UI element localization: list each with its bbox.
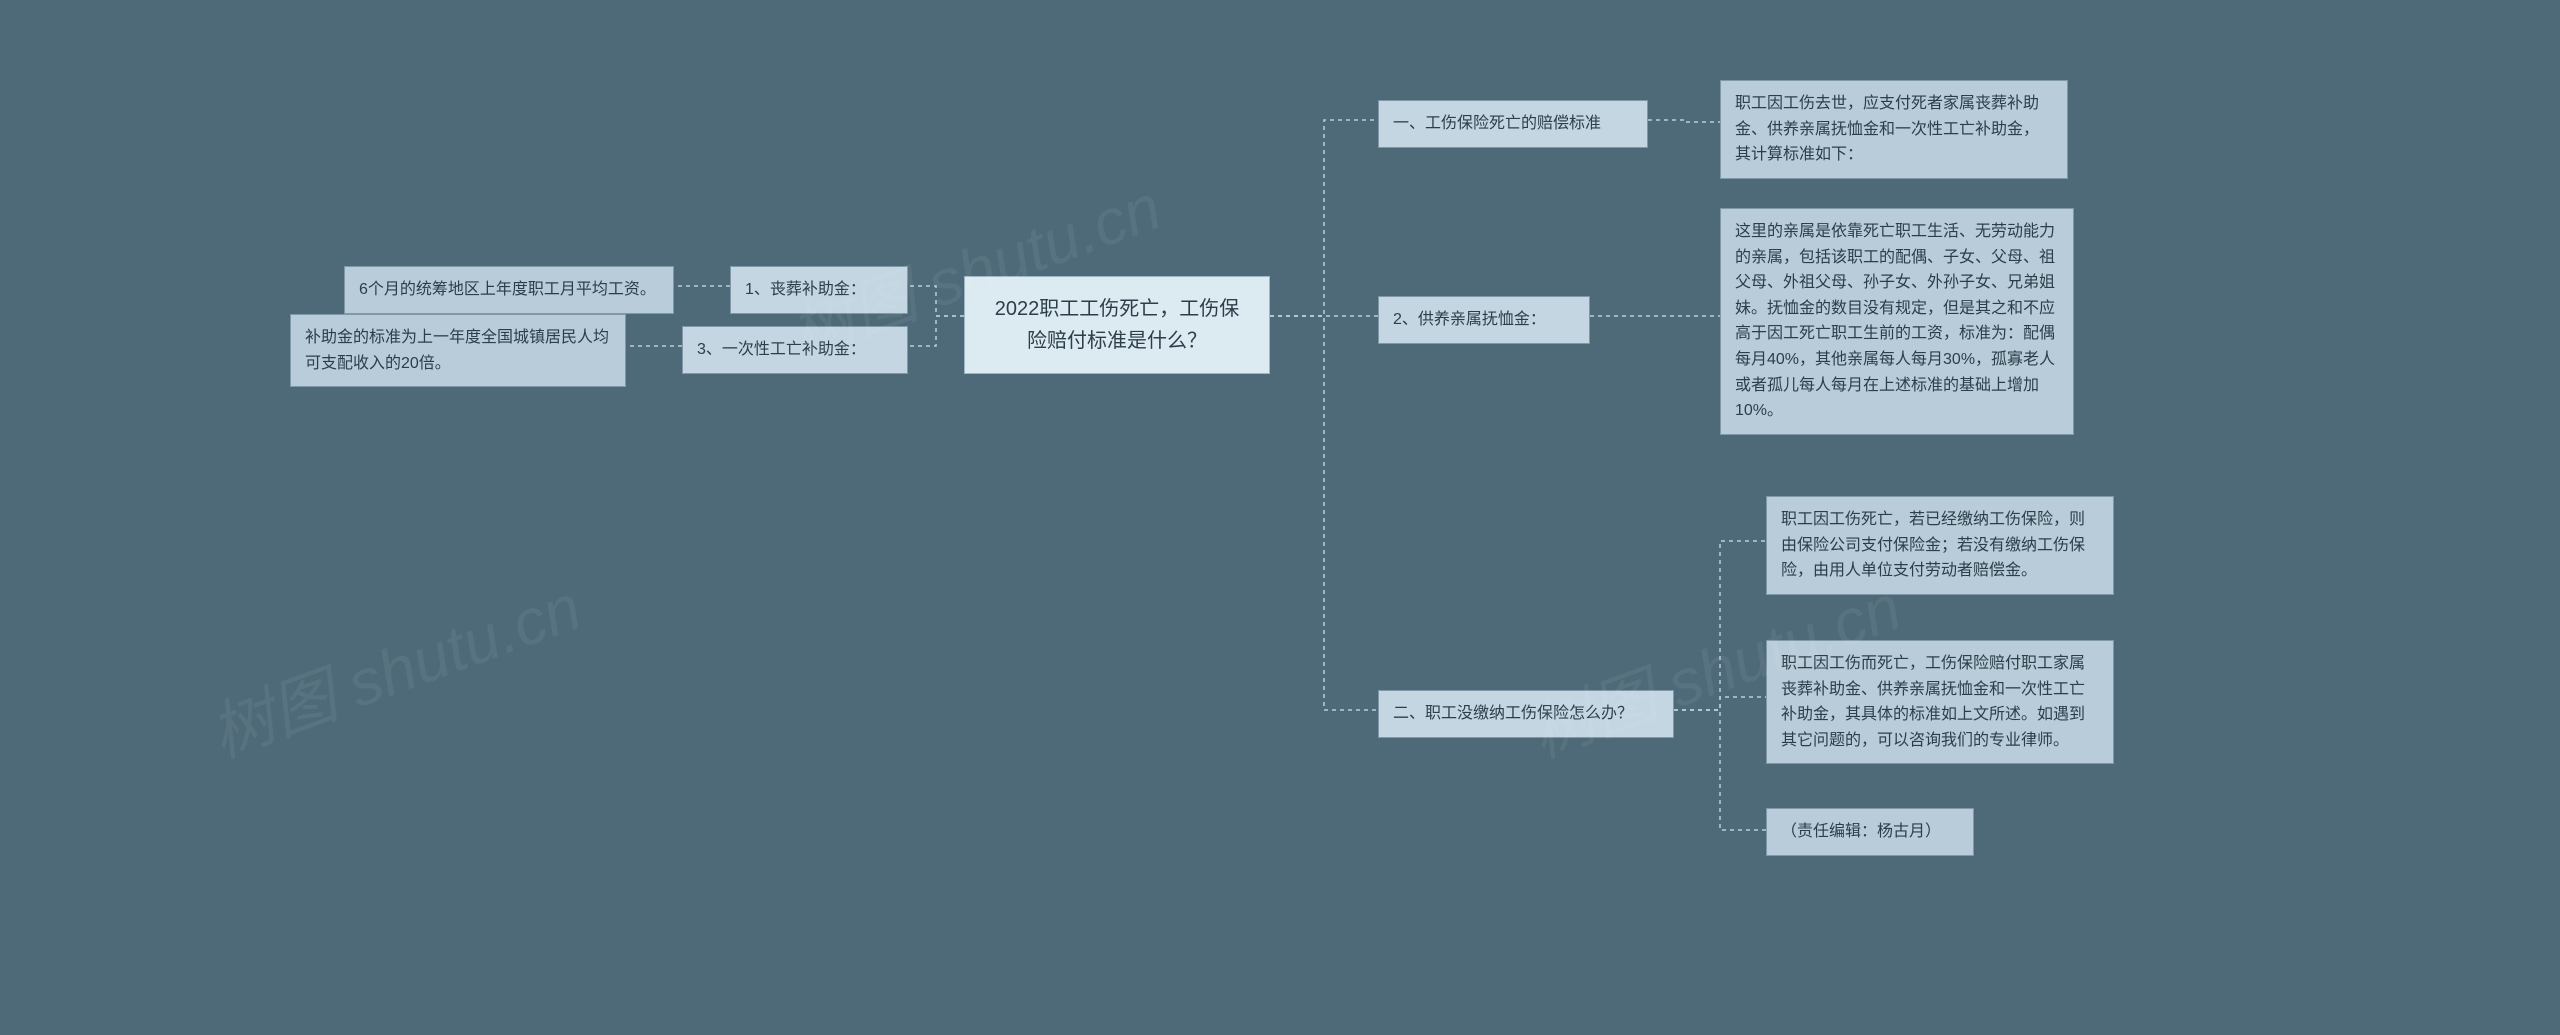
right-branch-2-leaf-1-text: 职工因工伤而死亡，工伤保险赔付职工家属丧葬补助金、供养亲属抚恤金和一次性工亡补助… bbox=[1781, 655, 2085, 749]
right-branch-1-text: 2、供养亲属抚恤金： bbox=[1393, 311, 1546, 328]
left-branch-0-text: 1、丧葬补助金： bbox=[745, 281, 866, 298]
right-branch-1-leaf-0: 这里的亲属是依靠死亡职工生活、无劳动能力的亲属，包括该职工的配偶、子女、父母、祖… bbox=[1720, 208, 2074, 435]
right-branch-0-text: 一、工伤保险死亡的赔偿标准 bbox=[1393, 115, 1601, 132]
left-branch-0-leaf-0: 6个月的统筹地区上年度职工月平均工资。 bbox=[344, 266, 674, 314]
right-branch-2-leaf-0: 职工因工伤死亡，若已经缴纳工伤保险，则由保险公司支付保险金；若没有缴纳工伤保险，… bbox=[1766, 496, 2114, 595]
right-branch-2-leaf-0-text: 职工因工伤死亡，若已经缴纳工伤保险，则由保险公司支付保险金；若没有缴纳工伤保险，… bbox=[1781, 511, 2085, 579]
right-branch-1: 2、供养亲属抚恤金： bbox=[1378, 296, 1590, 344]
mindmap-root: 2022职工工伤死亡，工伤保险赔付标准是什么？ bbox=[964, 276, 1270, 374]
root-text: 2022职工工伤死亡，工伤保险赔付标准是什么？ bbox=[995, 298, 1240, 352]
left-branch-1-leaf-0-text: 补助金的标准为上一年度全国城镇居民人均可支配收入的20倍。 bbox=[305, 329, 609, 372]
right-branch-0-leaf-0-text: 职工因工伤去世，应支付死者家属丧葬补助金、供养亲属抚恤金和一次性工亡补助金，其计… bbox=[1735, 95, 2039, 163]
watermark-0: 树图 shutu.cn bbox=[196, 556, 592, 775]
connector-layer bbox=[0, 0, 2560, 1035]
right-branch-2: 二、职工没缴纳工伤保险怎么办？ bbox=[1378, 690, 1674, 738]
right-branch-0-leaf-0: 职工因工伤去世，应支付死者家属丧葬补助金、供养亲属抚恤金和一次性工亡补助金，其计… bbox=[1720, 80, 2068, 179]
right-branch-2-leaf-2: （责任编辑：杨古月） bbox=[1766, 808, 1974, 856]
right-branch-1-leaf-0-text: 这里的亲属是依靠死亡职工生活、无劳动能力的亲属，包括该职工的配偶、子女、父母、祖… bbox=[1735, 223, 2055, 419]
left-branch-0-leaf-0-text: 6个月的统筹地区上年度职工月平均工资。 bbox=[359, 281, 656, 298]
right-branch-2-leaf-2-text: （责任编辑：杨古月） bbox=[1781, 823, 1941, 840]
left-branch-0: 1、丧葬补助金： bbox=[730, 266, 908, 314]
right-branch-2-leaf-1: 职工因工伤而死亡，工伤保险赔付职工家属丧葬补助金、供养亲属抚恤金和一次性工亡补助… bbox=[1766, 640, 2114, 764]
right-branch-0: 一、工伤保险死亡的赔偿标准 bbox=[1378, 100, 1648, 148]
right-branch-2-text: 二、职工没缴纳工伤保险怎么办？ bbox=[1393, 705, 1633, 722]
left-branch-1-text: 3、一次性工亡补助金： bbox=[697, 341, 866, 358]
left-branch-1: 3、一次性工亡补助金： bbox=[682, 326, 908, 374]
left-branch-1-leaf-0: 补助金的标准为上一年度全国城镇居民人均可支配收入的20倍。 bbox=[290, 314, 626, 387]
